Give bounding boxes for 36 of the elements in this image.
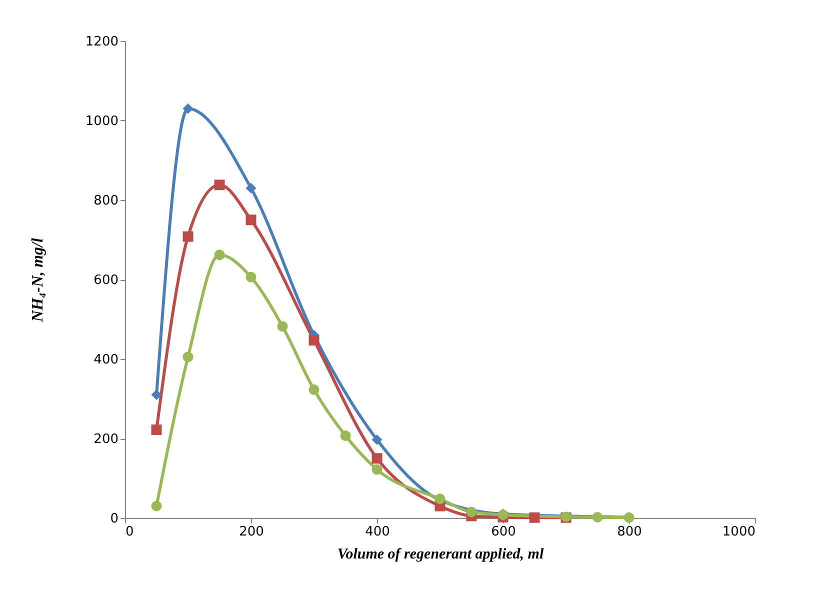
point (182, 231, 194, 242)
point (466, 506, 477, 518)
y-tick-label: 1000 (85, 114, 118, 129)
y-tick-label: 0 (110, 512, 118, 526)
y-tick-label: 400 (94, 352, 118, 368)
point (308, 384, 320, 395)
x-tick-label: 800 (617, 524, 642, 540)
y-tick-label: 1200 (85, 34, 118, 50)
x-axis-title: Volume of regenerant applied, ml (337, 546, 544, 562)
point (214, 250, 225, 260)
point (151, 424, 162, 435)
point (372, 434, 382, 445)
x-tick-label: 200 (239, 524, 264, 540)
y-tick-label: 200 (94, 432, 118, 447)
point (151, 390, 162, 400)
point (372, 453, 382, 464)
point (214, 180, 225, 190)
y-axis-title: NH₄-N, mg/l (29, 238, 46, 323)
point (372, 464, 382, 475)
point (308, 335, 320, 346)
point (529, 512, 540, 523)
x-tick-label: 0 (126, 524, 134, 540)
point (592, 512, 603, 522)
point (182, 103, 194, 114)
y-tick-label: 600 (94, 273, 118, 288)
point (182, 352, 194, 362)
x-tick-label: 1000 (722, 524, 756, 540)
point (277, 321, 288, 332)
point (246, 214, 256, 226)
y-tick-label: 800 (94, 194, 118, 208)
point (246, 182, 256, 194)
x-tick-label: 600 (491, 524, 516, 540)
point (340, 430, 351, 441)
point (151, 500, 162, 512)
x-tick-label: 400 (365, 524, 390, 540)
point (246, 272, 256, 282)
